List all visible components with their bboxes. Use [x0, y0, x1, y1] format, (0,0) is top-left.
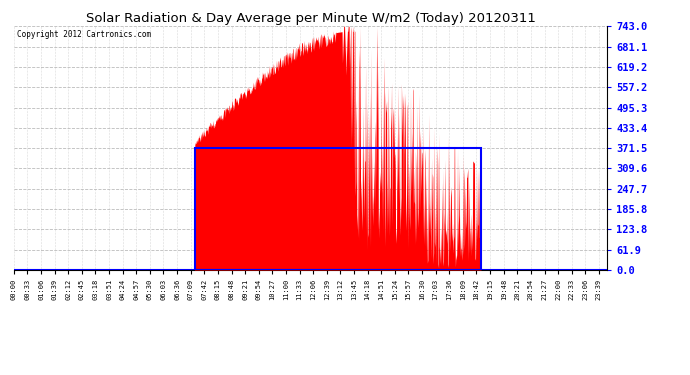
Title: Solar Radiation & Day Average per Minute W/m2 (Today) 20120311: Solar Radiation & Day Average per Minute… [86, 12, 535, 25]
Text: Copyright 2012 Cartronics.com: Copyright 2012 Cartronics.com [17, 30, 151, 39]
Bar [195, 148, 481, 270]
